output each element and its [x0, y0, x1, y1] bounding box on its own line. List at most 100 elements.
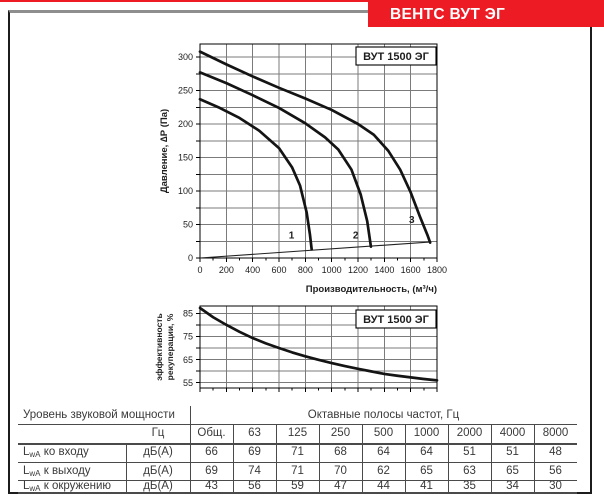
table-header-right: Октавные полосы частот, Гц — [307, 409, 460, 421]
table-value: 74 — [248, 464, 261, 477]
y-axis-label: эффективность — [154, 313, 164, 380]
chart-title: ВУТ 1500 ЭГ — [363, 51, 429, 63]
table-header-left: Уровень звуковой мощности — [23, 409, 175, 421]
table-value: 71 — [291, 446, 304, 458]
table-rule — [18, 443, 577, 445]
svg-text:100: 100 — [178, 186, 193, 196]
curve-3 — [198, 50, 432, 244]
table-rule — [276, 424, 277, 494]
chart-title: ВУТ 1500 ЭГ — [363, 314, 429, 326]
table-col-header: 4000 — [499, 427, 526, 439]
table-value: 30 — [549, 480, 562, 492]
svg-text:600: 600 — [271, 265, 286, 275]
table-col-header: 1000 — [413, 427, 440, 439]
table-value: 64 — [377, 446, 390, 458]
banner-title: ВЕНТС ВУТ ЭГ — [390, 6, 506, 23]
svg-text:200: 200 — [178, 119, 193, 129]
svg-text:1200: 1200 — [348, 265, 368, 275]
table-rule — [448, 424, 449, 494]
table-rule — [18, 480, 577, 481]
table-value: 35 — [463, 480, 476, 492]
table-rule — [18, 424, 577, 425]
table-rule — [233, 424, 234, 494]
svg-text:400: 400 — [245, 265, 260, 275]
svg-text:1000: 1000 — [322, 265, 342, 275]
table-value: 41 — [420, 480, 433, 492]
y-axis-label: Давление, ∆Р (Па) — [159, 109, 170, 193]
table-col-header: 250 — [330, 427, 351, 439]
svg-text:300: 300 — [178, 52, 193, 62]
svg-text:800: 800 — [298, 265, 313, 275]
table-rule — [362, 424, 363, 494]
svg-text:1600: 1600 — [401, 265, 421, 275]
table-value: 51 — [506, 446, 519, 458]
table-row-unit: дБ(А) — [143, 446, 173, 458]
svg-text:1400: 1400 — [374, 265, 394, 275]
svg-text:250: 250 — [178, 86, 193, 96]
curve-label-1: 1 — [289, 231, 295, 242]
svg-text:85: 85 — [183, 309, 193, 319]
min-resistance-line — [199, 241, 432, 259]
table-value: 65 — [420, 464, 433, 477]
table-value: 69 — [248, 446, 261, 458]
chart-2: 55 65 75 85 ВУТ 1500 ЭГ эффективность рекупера… — [154, 305, 439, 392]
table-value: 59 — [291, 480, 304, 492]
y-axis-label: рекуперации, % — [165, 313, 175, 380]
table-value: 65 — [506, 464, 519, 477]
svg-text:50: 50 — [183, 220, 193, 230]
table-value: 44 — [377, 480, 390, 492]
chart-1: 0 50 100 150 200 250 300 0 200 400 600 800 1000 1200 1… — [159, 43, 447, 295]
table-value: 63 — [463, 464, 476, 477]
table-value: 64 — [420, 446, 433, 458]
curve-1 — [198, 97, 314, 251]
curve-label-3: 3 — [409, 215, 415, 226]
brand-banner: ВЕНТС ВУТ ЭГ — [368, 2, 604, 27]
table-value: 62 — [377, 464, 390, 477]
svg-text:150: 150 — [178, 153, 193, 163]
chart-title-box — [355, 309, 437, 329]
svg-text:0: 0 — [188, 253, 193, 263]
table-value: 48 — [549, 446, 562, 458]
table-row-label: LwA к выходу — [23, 464, 91, 478]
table-rule — [534, 424, 535, 494]
table-value: 71 — [291, 464, 304, 477]
svg-text:1800: 1800 — [427, 265, 447, 275]
table-rule — [18, 492, 577, 494]
table-rule — [126, 443, 127, 494]
table-col-header: 2000 — [456, 427, 483, 439]
table-rule — [319, 424, 320, 494]
table-col-header: 125 — [287, 427, 308, 439]
table-rule — [491, 424, 492, 494]
curve-efficiency — [198, 306, 439, 382]
table-row-unit: дБ(А) — [143, 464, 173, 477]
table-subheader-unit: Гц — [151, 427, 165, 439]
table-value: 66 — [205, 446, 218, 458]
svg-text:55: 55 — [183, 378, 193, 388]
table-value: 70 — [334, 464, 347, 477]
table-rule — [18, 461, 577, 463]
chart-title-box — [355, 46, 437, 66]
curve-label-2: 2 — [353, 231, 359, 242]
table-value: 51 — [463, 446, 476, 458]
svg-text:65: 65 — [183, 355, 193, 365]
table-value: 69 — [205, 464, 218, 477]
table-value: 34 — [506, 480, 519, 492]
table-rule — [405, 424, 406, 494]
table-value: 47 — [334, 480, 347, 492]
table-row-label: LwA ко входу — [23, 446, 89, 459]
table-value: 56 — [248, 480, 261, 492]
table-col-header: 500 — [373, 427, 394, 439]
table-row-unit: дБ(А) — [143, 480, 173, 492]
svg-text:200: 200 — [219, 265, 234, 275]
table-col-header: Общ. — [197, 427, 226, 439]
table-rule — [190, 406, 191, 494]
svg-text:0: 0 — [197, 265, 202, 275]
svg-text:75: 75 — [183, 332, 193, 342]
table-value: 43 — [205, 480, 218, 492]
table-col-header: 8000 — [542, 427, 569, 439]
x-axis-label: Производительность, (м³/ч) — [306, 284, 437, 295]
table-col-header: 63 — [248, 427, 261, 439]
